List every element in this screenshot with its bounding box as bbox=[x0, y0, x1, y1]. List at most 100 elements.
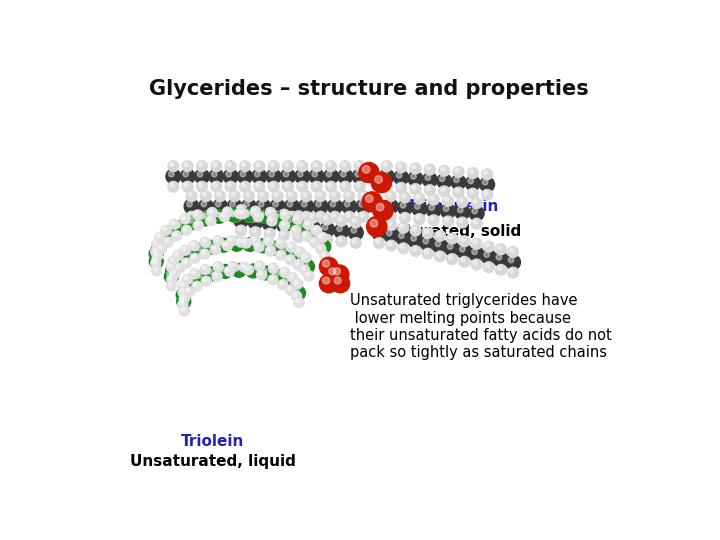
Circle shape bbox=[171, 221, 175, 225]
Circle shape bbox=[271, 212, 284, 226]
Circle shape bbox=[482, 169, 492, 180]
Circle shape bbox=[256, 163, 260, 166]
Circle shape bbox=[207, 242, 212, 248]
Circle shape bbox=[319, 242, 325, 247]
Circle shape bbox=[272, 191, 283, 201]
Circle shape bbox=[248, 214, 263, 229]
Circle shape bbox=[435, 251, 446, 262]
Circle shape bbox=[176, 295, 191, 308]
Circle shape bbox=[384, 228, 399, 242]
Circle shape bbox=[291, 226, 301, 235]
Circle shape bbox=[346, 192, 350, 197]
Circle shape bbox=[412, 201, 427, 216]
Circle shape bbox=[383, 183, 387, 187]
Circle shape bbox=[441, 204, 456, 218]
Circle shape bbox=[166, 228, 172, 233]
Circle shape bbox=[351, 227, 356, 233]
Circle shape bbox=[334, 224, 349, 239]
Circle shape bbox=[385, 191, 396, 201]
Circle shape bbox=[164, 269, 179, 284]
Circle shape bbox=[469, 170, 473, 173]
Circle shape bbox=[176, 222, 181, 228]
Circle shape bbox=[294, 215, 298, 219]
Circle shape bbox=[200, 265, 210, 274]
Circle shape bbox=[240, 161, 251, 172]
Circle shape bbox=[256, 270, 266, 280]
Circle shape bbox=[412, 247, 416, 251]
Circle shape bbox=[445, 241, 459, 256]
Circle shape bbox=[221, 213, 225, 217]
Circle shape bbox=[169, 219, 179, 229]
Circle shape bbox=[240, 181, 251, 192]
Circle shape bbox=[473, 199, 477, 204]
Circle shape bbox=[256, 183, 260, 187]
Circle shape bbox=[485, 264, 490, 267]
Circle shape bbox=[451, 175, 466, 190]
Circle shape bbox=[320, 251, 330, 261]
Circle shape bbox=[438, 186, 449, 197]
Circle shape bbox=[171, 260, 177, 265]
Circle shape bbox=[436, 253, 441, 256]
Circle shape bbox=[267, 216, 277, 226]
Circle shape bbox=[248, 266, 253, 272]
Circle shape bbox=[194, 283, 197, 287]
Circle shape bbox=[308, 223, 313, 228]
Circle shape bbox=[414, 193, 425, 204]
Circle shape bbox=[472, 208, 477, 214]
Circle shape bbox=[285, 255, 295, 265]
Circle shape bbox=[201, 276, 211, 286]
Circle shape bbox=[254, 161, 265, 172]
Circle shape bbox=[386, 220, 397, 231]
Circle shape bbox=[449, 255, 453, 259]
Circle shape bbox=[219, 240, 225, 246]
Circle shape bbox=[168, 264, 172, 267]
Circle shape bbox=[276, 251, 286, 260]
Circle shape bbox=[398, 243, 409, 254]
Circle shape bbox=[430, 196, 434, 200]
Circle shape bbox=[459, 219, 463, 223]
Circle shape bbox=[323, 225, 328, 230]
Circle shape bbox=[328, 199, 342, 214]
Circle shape bbox=[193, 244, 207, 258]
Circle shape bbox=[352, 219, 356, 222]
Circle shape bbox=[305, 272, 310, 276]
Circle shape bbox=[215, 211, 225, 222]
Circle shape bbox=[211, 181, 222, 192]
Circle shape bbox=[182, 161, 193, 172]
Circle shape bbox=[297, 171, 303, 177]
Circle shape bbox=[267, 248, 271, 252]
Circle shape bbox=[317, 240, 330, 254]
Circle shape bbox=[183, 171, 189, 177]
Circle shape bbox=[360, 213, 364, 217]
Circle shape bbox=[279, 245, 292, 259]
Circle shape bbox=[467, 188, 478, 199]
Circle shape bbox=[457, 207, 463, 213]
Circle shape bbox=[387, 213, 391, 217]
Circle shape bbox=[181, 215, 186, 219]
Circle shape bbox=[288, 192, 292, 197]
Circle shape bbox=[311, 161, 322, 172]
Circle shape bbox=[229, 210, 235, 215]
Circle shape bbox=[307, 233, 318, 244]
Circle shape bbox=[227, 208, 241, 222]
Circle shape bbox=[457, 197, 468, 207]
Circle shape bbox=[484, 191, 487, 195]
Circle shape bbox=[370, 219, 378, 227]
Circle shape bbox=[400, 213, 410, 224]
Circle shape bbox=[193, 210, 203, 220]
Circle shape bbox=[288, 249, 302, 263]
Circle shape bbox=[297, 256, 303, 261]
Circle shape bbox=[222, 207, 233, 217]
Circle shape bbox=[205, 267, 220, 281]
Circle shape bbox=[178, 287, 188, 297]
Circle shape bbox=[372, 173, 392, 193]
Circle shape bbox=[294, 288, 300, 294]
Circle shape bbox=[366, 217, 387, 237]
Circle shape bbox=[266, 207, 276, 218]
Circle shape bbox=[271, 269, 285, 284]
Circle shape bbox=[254, 181, 265, 192]
Circle shape bbox=[307, 228, 312, 234]
Circle shape bbox=[336, 215, 347, 226]
Circle shape bbox=[508, 247, 518, 258]
Circle shape bbox=[297, 181, 307, 192]
